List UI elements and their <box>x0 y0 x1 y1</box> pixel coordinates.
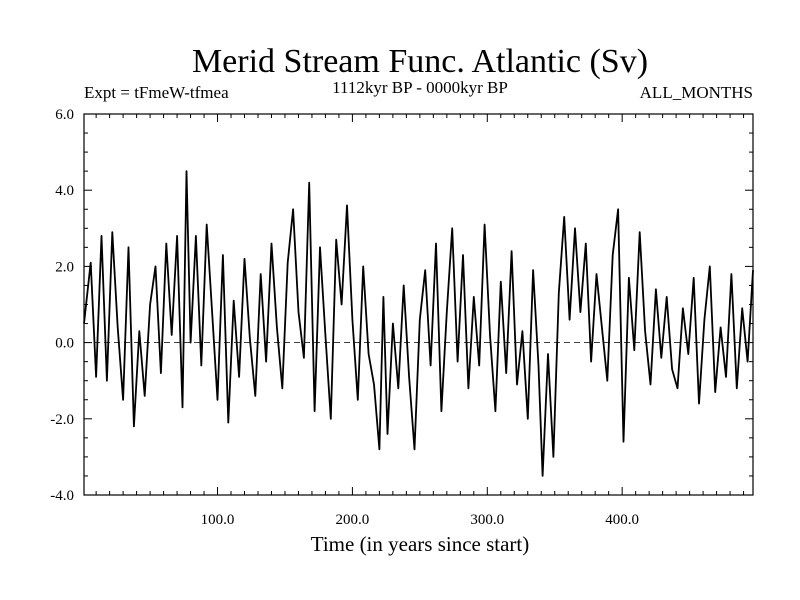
x-tick-label: 400.0 <box>605 512 639 528</box>
series-line <box>83 170 754 477</box>
y-tick-label: 4.0 <box>55 183 74 199</box>
y-tick-label: 6.0 <box>55 107 74 123</box>
plot-frame <box>83 113 754 496</box>
period-label: 1112kyr BP - 0000kyr BP <box>332 78 508 97</box>
chart-title: Merid Stream Func. Atlantic (Sv) <box>192 43 648 80</box>
x-axis-label: Time (in years since start) <box>311 532 530 556</box>
x-tick-label: 100.0 <box>201 512 235 528</box>
x-tick-label: 200.0 <box>336 512 370 528</box>
season-label: ALL_MONTHS <box>640 83 753 102</box>
y-tick-label: -2.0 <box>50 412 74 428</box>
tick-labels: 100.0 200.0 300.0 400.0 -4.0 -2.0 0.0 2.0 4.0 6.0 <box>50 107 639 528</box>
y-tick-label: -4.0 <box>50 488 74 504</box>
y-tick-label: 2.0 <box>55 259 74 275</box>
y-tick-label: 0.0 <box>55 336 74 352</box>
experiment-label: Expt = tFmeW-tfmea <box>84 83 229 102</box>
x-tick-label: 300.0 <box>470 512 504 528</box>
